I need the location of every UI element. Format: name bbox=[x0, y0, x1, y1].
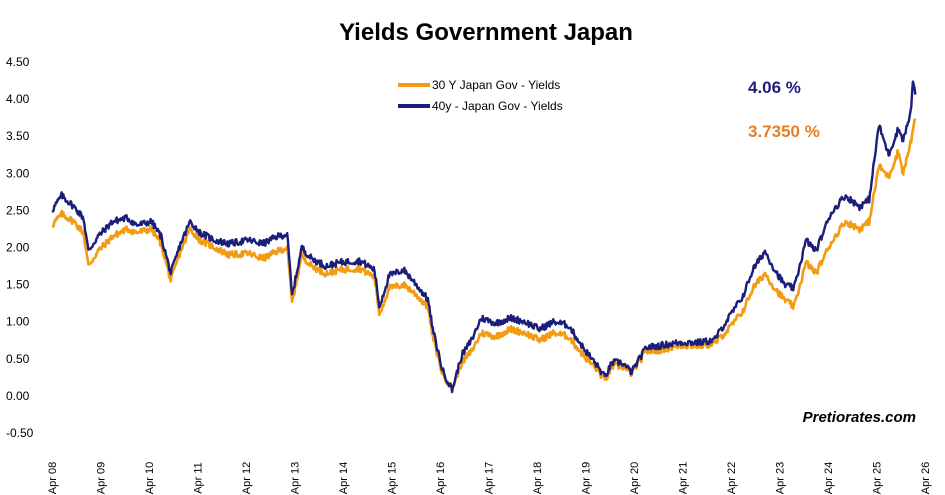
y-tick-label: 0.50 bbox=[6, 352, 30, 366]
y-tick-label: 4.50 bbox=[6, 55, 30, 69]
x-tick-label: Apr 23 bbox=[775, 462, 787, 494]
y-tick-label: 3.50 bbox=[6, 129, 30, 143]
x-tick-label: Apr 18 bbox=[532, 462, 544, 494]
y-tick-label: 1.00 bbox=[6, 315, 30, 329]
legend-label-40y: 40y - Japan Gov - Yields bbox=[432, 99, 563, 113]
value-label-30y: 3.7350 % bbox=[748, 122, 820, 141]
y-tick-label: 4.00 bbox=[6, 92, 30, 106]
value-label-40y: 4.06 % bbox=[748, 78, 801, 97]
x-tick-label: Apr 14 bbox=[338, 462, 350, 494]
series-line-30y bbox=[51, 118, 917, 392]
watermark-text: Pretiorates.com bbox=[803, 409, 916, 426]
x-tick-label: Apr 13 bbox=[290, 462, 302, 494]
x-axis-tick-labels: Apr 08 Apr 09 Apr 10 Apr 11 Apr 12 Apr 13 Apr … bbox=[47, 462, 932, 494]
legend-label-30y: 30 Y Japan Gov - Yields bbox=[432, 78, 560, 92]
y-tick-label: 1.50 bbox=[6, 278, 30, 292]
x-tick-label: Apr 26 bbox=[920, 462, 932, 494]
chart-title: Yields Government Japan bbox=[339, 19, 633, 46]
x-tick-label: Apr 17 bbox=[484, 462, 496, 494]
x-tick-label: Apr 15 bbox=[387, 462, 399, 494]
legend: 30 Y Japan Gov - Yields 40y - Japan Gov … bbox=[398, 78, 563, 113]
series-layer bbox=[51, 80, 917, 394]
x-tick-label: Apr 21 bbox=[678, 462, 690, 494]
x-tick-label: Apr 12 bbox=[241, 462, 253, 494]
y-tick-label: 2.50 bbox=[6, 203, 30, 217]
x-tick-label: Apr 16 bbox=[435, 462, 447, 494]
x-tick-label: Apr 11 bbox=[193, 462, 205, 494]
x-tick-label: Apr 08 bbox=[47, 462, 59, 494]
x-tick-label: Apr 25 bbox=[872, 462, 884, 494]
x-tick-label: Apr 19 bbox=[581, 462, 593, 494]
y-tick-label: 0.00 bbox=[6, 389, 30, 403]
x-tick-label: Apr 22 bbox=[726, 462, 738, 494]
x-tick-label: Apr 09 bbox=[96, 462, 108, 494]
x-tick-label: Apr 24 bbox=[823, 462, 835, 494]
y-tick-label: 3.00 bbox=[6, 166, 30, 180]
x-tick-label: Apr 10 bbox=[144, 462, 156, 494]
y-tick-label: 2.00 bbox=[6, 241, 30, 255]
y-tick-label: -0.50 bbox=[6, 426, 34, 440]
series-line-40y bbox=[51, 80, 917, 394]
x-tick-label: Apr 20 bbox=[629, 462, 641, 494]
y-axis-tick-labels: 4.50 4.00 3.50 3.00 2.50 2.00 1.50 1.00 0.50 0.00… bbox=[6, 55, 34, 440]
